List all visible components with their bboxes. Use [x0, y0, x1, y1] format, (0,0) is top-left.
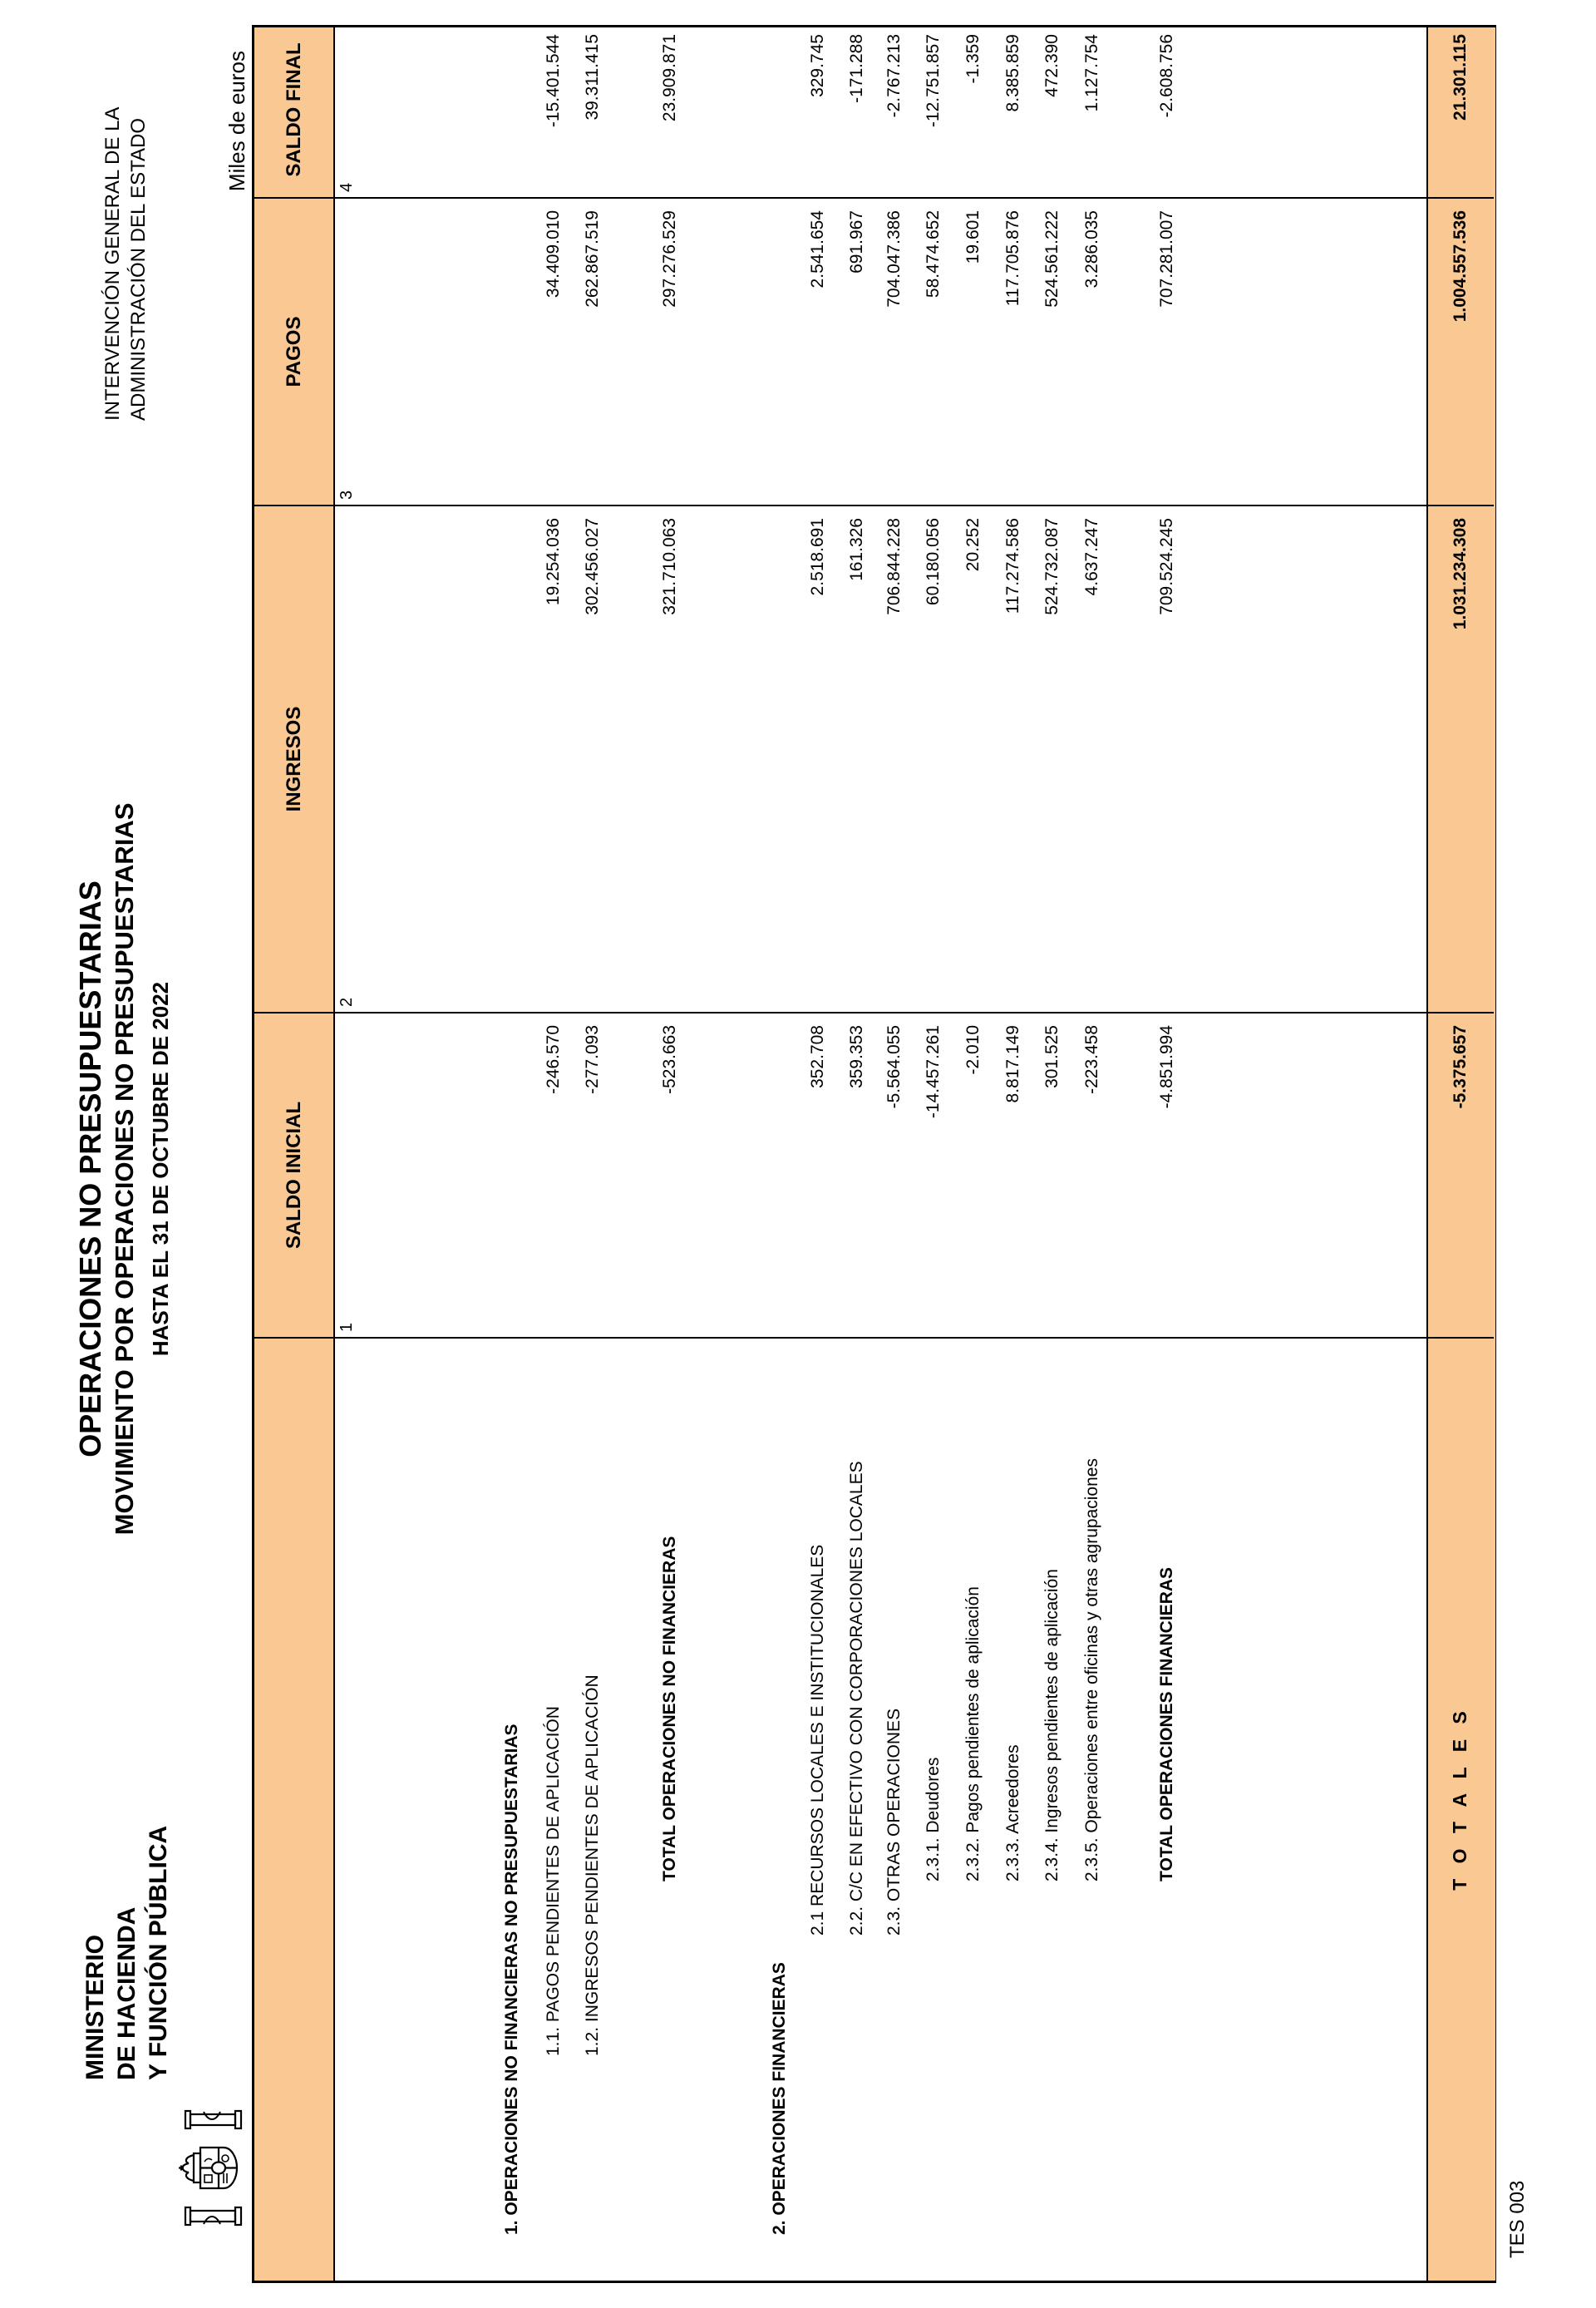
agency-line-1: INTERVENCIÓN GENERAL DE LA [101, 106, 124, 421]
cell-totales-saldo-final: 21.301.115 [1451, 34, 1470, 121]
cell-2-2-ingresos: 161.326 [847, 518, 866, 581]
row-label-2-3-3: 2.3.3. Acreedores [1003, 1744, 1022, 1881]
cell-totales-ingresos: 1.031.234.308 [1451, 518, 1470, 630]
cell-2-3-4-ingresos: 524.732.087 [1042, 518, 1062, 615]
column-number-1: 1 [337, 1322, 356, 1332]
row-label-1-1: 1.1. PAGOS PENDIENTES DE APLICACIÓN [544, 1706, 563, 2056]
units-note: Miles de euros [224, 51, 249, 192]
row-label-total-no-financieras: TOTAL OPERACIONES NO FINANCIERAS [660, 1536, 679, 1881]
totals-row-label: T O T A L E S [1449, 1706, 1470, 1891]
row-label-2-3-2: 2.3.2. Pagos pendientes de aplicación [963, 1586, 983, 1881]
cell-2-1-ingresos: 2.518.691 [808, 518, 827, 596]
cell-2-3-5-ingresos: 4.637.247 [1082, 518, 1101, 596]
operations-table: SALDO INICIAL INGRESOS PAGOS SALDO FINAL… [252, 25, 1496, 2283]
grid-line-col4 [254, 197, 1494, 199]
report-period: HASTA EL 31 DE OCTUBRE DE 2022 [148, 981, 173, 1357]
column-number-4: 4 [337, 182, 356, 192]
ministry-name-line-1: MINISTERIO [81, 1934, 109, 2080]
cell-2-3-1-saldo-final: -12.751.857 [924, 34, 943, 128]
cell-2-3-2-ingresos: 20.252 [963, 518, 983, 572]
row-label-total-financieras: TOTAL OPERACIONES FINANCIERAS [1157, 1566, 1176, 1881]
cell-1-1-ingresos: 19.254.036 [544, 518, 563, 606]
cell-totales-saldo-inicial: -5.375.657 [1451, 1025, 1470, 1109]
cell-totnf-saldo-final: 23.909.871 [660, 34, 679, 122]
cell-totf-saldo-inicial: -4.851.994 [1157, 1025, 1176, 1109]
row-label-2-3: 2.3. OTRAS OPERACIONES [884, 1708, 904, 1936]
grid-line-col2 [254, 1012, 1494, 1013]
spain-coat-of-arms-logo [177, 2108, 247, 2228]
grid-line-col3 [254, 505, 1494, 506]
row-label-1-2: 1.2. INGRESOS PENDIENTES DE APLICACIÓN [583, 1674, 602, 2056]
cell-2-3-pagos: 704.047.386 [884, 210, 904, 308]
cell-2-3-4-pagos: 524.561.222 [1042, 210, 1062, 308]
cell-totnf-pagos: 297.276.529 [660, 210, 679, 308]
cell-2-3-3-ingresos: 117.274.586 [1003, 518, 1022, 614]
row-label-2-3-1: 2.3.1. Deudores [924, 1757, 943, 1881]
cell-2-3-1-saldo-inicial: -14.457.261 [924, 1025, 943, 1119]
grid-line-col1 [254, 1337, 1494, 1339]
cell-1-2-pagos: 262.867.519 [583, 210, 602, 308]
cell-2-3-2-saldo-inicial: -2.010 [963, 1025, 983, 1075]
cell-2-3-1-pagos: 58.474.652 [924, 210, 943, 298]
cell-2-3-4-saldo-inicial: 301.525 [1042, 1025, 1062, 1088]
cell-2-2-saldo-final: -171.288 [847, 34, 866, 103]
cell-2-3-5-saldo-inicial: -223.458 [1082, 1025, 1101, 1094]
cell-1-1-pagos: 34.409.010 [544, 210, 563, 298]
cell-2-3-saldo-inicial: -5.564.055 [884, 1025, 904, 1109]
cell-2-3-saldo-final: -2.767.213 [884, 34, 904, 118]
cell-totf-ingresos: 709.524.245 [1157, 518, 1176, 615]
column-number-3: 3 [337, 490, 356, 500]
cell-2-3-3-saldo-inicial: 8.817.149 [1003, 1025, 1022, 1103]
row-label-2-2: 2.2. C/C EN EFECTIVO CON CORPORACIONES L… [847, 1461, 866, 1936]
cell-2-3-2-saldo-final: -1.359 [963, 34, 983, 84]
cell-2-3-2-pagos: 19.601 [963, 210, 983, 264]
column-number-2: 2 [337, 997, 356, 1007]
row-label-2-3-4: 2.3.4. Ingresos pendientes de aplicación [1042, 1569, 1062, 1881]
cell-totnf-ingresos: 321.710.063 [660, 518, 679, 615]
cell-2-3-1-ingresos: 60.180.056 [924, 518, 943, 606]
report-subtitle: MOVIMIENTO POR OPERACIONES NO PRESUPUEST… [110, 802, 139, 1536]
cell-1-2-saldo-inicial: -277.093 [583, 1025, 602, 1094]
cell-2-2-pagos: 691.967 [847, 210, 866, 274]
row-label-2-3-5: 2.3.5. Operaciones entre oficinas y otra… [1082, 1458, 1101, 1881]
column-header-saldo-inicial: SALDO INICIAL [283, 1101, 305, 1250]
report-title: OPERACIONES NO PRESUPUESTARIAS [73, 880, 107, 1457]
agency-line-2: ADMINISTRACIÓN DEL ESTADO [127, 117, 150, 421]
row-label-2-1: 2.1 RECURSOS LOCALES E INSTITUCIONALES [808, 1544, 827, 1936]
cell-totnf-saldo-inicial: -523.663 [660, 1025, 679, 1094]
column-header-saldo-final: SALDO FINAL [283, 42, 305, 177]
cell-2-3-ingresos: 706.844.228 [884, 518, 904, 615]
cell-totales-pagos: 1.004.557.536 [1451, 210, 1470, 323]
ministry-name-line-2: DE HACIENDA [113, 1906, 140, 2080]
cell-2-1-saldo-final: 329.745 [808, 34, 827, 97]
cell-1-2-ingresos: 302.456.027 [583, 518, 602, 615]
cell-2-1-saldo-inicial: 352.708 [808, 1025, 827, 1088]
cell-2-1-pagos: 2.541.654 [808, 210, 827, 288]
cell-totf-pagos: 707.281.007 [1157, 210, 1176, 308]
column-header-ingresos: INGRESOS [283, 706, 305, 812]
cell-1-1-saldo-final: -15.401.544 [544, 34, 563, 128]
column-header-pagos: PAGOS [283, 316, 305, 387]
cell-2-3-5-pagos: 3.286.035 [1082, 210, 1101, 288]
cell-totf-saldo-final: -2.608.756 [1157, 34, 1176, 118]
cell-1-1-saldo-inicial: -246.570 [544, 1025, 563, 1094]
cell-2-3-5-saldo-final: 1.127.754 [1082, 34, 1101, 112]
form-code: TES 003 [1506, 2180, 1529, 2258]
cell-2-3-4-saldo-final: 472.390 [1042, 34, 1062, 97]
cell-2-3-3-saldo-final: 8.385.859 [1003, 34, 1022, 112]
cell-2-3-3-pagos: 117.705.876 [1003, 210, 1022, 307]
row-label-section-2: 2. OPERACIONES FINANCIERAS [770, 1962, 789, 2235]
cell-1-2-saldo-final: 39.311.415 [583, 34, 602, 121]
row-label-section-1: 1. OPERACIONES NO FINANCIERAS NO PRESUPU… [502, 1724, 521, 2235]
cell-2-2-saldo-inicial: 359.353 [847, 1025, 866, 1088]
